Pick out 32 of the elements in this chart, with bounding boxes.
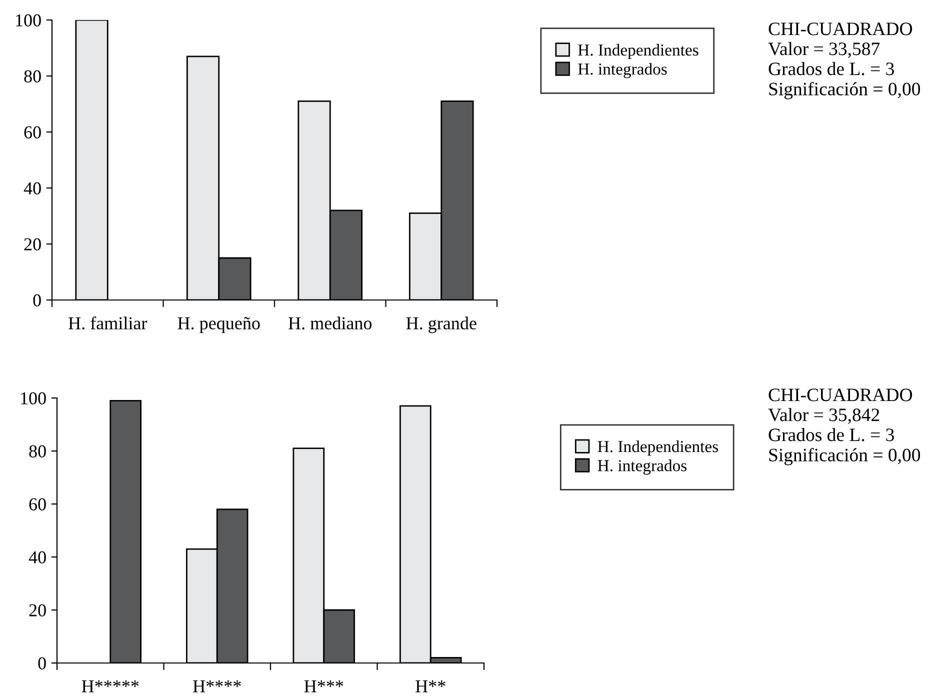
x-tick-label: H**** <box>193 680 241 692</box>
x-tick-label: H*** <box>304 680 344 692</box>
legend-label: H. integrados <box>578 62 667 78</box>
text: Valor = 33,587 <box>768 42 880 58</box>
x-tick-label: H** <box>416 680 446 692</box>
x-tick-label: H. grande <box>406 316 476 334</box>
text: Valor = 35,842 <box>768 408 880 424</box>
text: Grados de L. = 3 <box>768 428 894 442</box>
legend-label: H. Independientes <box>578 44 698 60</box>
y-tick-label: 60 <box>29 498 46 510</box>
text: Significación = 0,00 <box>769 82 920 100</box>
x-tick-label: H. pequeño <box>178 317 260 334</box>
x-tick-label: H. familiar <box>68 316 148 330</box>
y-tick-label: 40 <box>24 182 41 194</box>
y-tick-label: 0 <box>33 294 41 306</box>
y-tick-label: 100 <box>16 14 41 26</box>
y-tick-label: 0 <box>38 657 46 670</box>
x-tick-label: H***** <box>82 680 139 692</box>
legend-label: H. Independientes <box>598 440 718 456</box>
text: CHI-CUADRADO <box>768 22 912 36</box>
y-tick-label: 40 <box>28 551 46 564</box>
y-tick-label: 80 <box>24 70 41 82</box>
text: Grados de L. = 3 <box>768 62 894 76</box>
y-tick-label: 60 <box>24 126 41 138</box>
y-tick-label: 20 <box>29 604 46 616</box>
x-tick-label: H. mediano <box>288 316 372 330</box>
y-tick-label: 20 <box>24 238 41 250</box>
text: CHI-CUADRADO <box>768 388 912 402</box>
text: Significación = 0,00 <box>769 448 920 466</box>
y-tick-label: 80 <box>29 445 46 458</box>
legend-label: H. integrados <box>598 460 687 475</box>
y-tick-label: 100 <box>21 392 46 404</box>
